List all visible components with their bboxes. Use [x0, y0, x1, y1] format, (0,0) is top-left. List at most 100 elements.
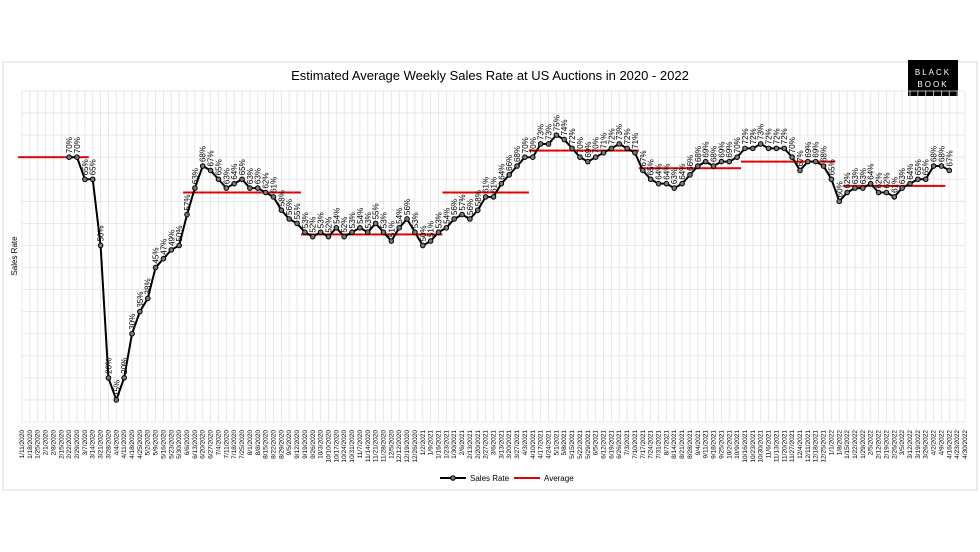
sales-rate-marker [129, 330, 135, 337]
sales-rate-marker [710, 163, 717, 169]
data-label: 54% [356, 208, 365, 224]
x-tick-label: 3/7/2020 [82, 430, 89, 456]
x-tick-label: 1/29/2022 [860, 430, 867, 459]
x-tick-label: 11/20/2021 [781, 430, 788, 462]
x-tick-label: 10/24/2020 [341, 430, 348, 463]
x-tick-label: 1/30/2021 [451, 430, 458, 459]
x-tick-label: 11/28/2020 [380, 430, 387, 462]
data-label: 75% [552, 115, 561, 131]
x-tick-label: 9/19/2020 [302, 430, 309, 459]
x-tick-label: 2/26/2022 [891, 430, 898, 459]
sales-rate-marker [592, 154, 599, 160]
x-tick-label: 4/23/2022 [954, 430, 961, 459]
x-tick-label: 4/17/2021 [538, 430, 545, 459]
data-label: 70% [65, 137, 74, 153]
x-tick-label: 3/28/2020 [105, 430, 112, 459]
x-tick-label: 1/1/2022 [828, 430, 835, 456]
sales-rate-marker [695, 163, 701, 169]
x-tick-label: 3/19/2022 [915, 430, 922, 459]
data-label: 53% [411, 212, 420, 228]
x-tick-label: 2/20/2021 [475, 430, 482, 459]
data-label: 64% [230, 164, 239, 180]
legend-marker [450, 475, 456, 481]
data-label: 70% [521, 137, 530, 153]
sales-rate-marker [490, 194, 497, 200]
sales-rate-marker [247, 185, 253, 191]
x-tick-label: 5/8/2021 [561, 430, 568, 456]
x-tick-label: 1/23/2021 [443, 430, 450, 459]
sales-rate-marker [105, 375, 112, 381]
data-label: 63% [254, 168, 263, 184]
sales-rate-marker [412, 229, 418, 236]
sales-rate-marker [742, 145, 748, 152]
x-tick-label: 1/22/2022 [852, 430, 859, 459]
data-label: 67% [639, 150, 648, 166]
data-label: 72% [607, 128, 616, 144]
x-tick-label: 8/22/2020 [270, 430, 277, 459]
x-tick-label: 9/12/2020 [294, 430, 301, 459]
x-tick-label: 4/10/2021 [530, 430, 537, 459]
x-tick-label: 3/27/2021 [514, 430, 521, 459]
x-tick-label: 3/20/2021 [506, 430, 513, 459]
data-label: 49% [167, 230, 176, 246]
x-tick-label: 4/16/2022 [946, 430, 953, 459]
x-tick-label: 11/14/2020 [365, 430, 372, 462]
x-tick-label: 1/8/2022 [836, 430, 843, 456]
data-label: 52% [309, 217, 318, 233]
data-label: 66% [505, 155, 514, 171]
x-tick-label: 10/23/2021 [750, 430, 757, 463]
data-label: 69% [804, 142, 813, 158]
data-label: 56% [466, 199, 475, 215]
x-tick-label: 4/30/2022 [962, 430, 969, 459]
x-tick-label: 3/13/2021 [498, 430, 505, 459]
x-tick-label: 1/25/2020 [35, 430, 42, 459]
sales-rate-marker [82, 176, 88, 183]
sales-rate-marker [451, 216, 458, 222]
x-tick-label: 8/1/2020 [247, 430, 254, 456]
x-tick-label: 5/2/2020 [145, 430, 152, 456]
x-tick-label: 10/31/2020 [349, 430, 356, 463]
data-label: 63% [246, 168, 255, 184]
sales-rate-marker [773, 145, 780, 152]
x-tick-label: 11/13/2021 [773, 430, 780, 462]
x-tick-label: 7/4/2020 [215, 430, 222, 456]
data-label: 62% [882, 172, 891, 188]
sales-rate-marker [506, 172, 513, 178]
sales-rate-marker [844, 189, 850, 196]
data-label: 54% [395, 208, 404, 224]
data-label: 73% [545, 124, 554, 140]
sales-rate-marker [640, 167, 646, 174]
data-label: 62% [843, 172, 852, 188]
y-axis-label: Sales Rate [10, 236, 19, 276]
x-tick-label: 2/15/2020 [58, 430, 65, 459]
data-label: 70% [576, 137, 585, 153]
data-label: 51% [387, 221, 396, 237]
data-label: 63% [222, 168, 231, 184]
data-label: 65% [914, 159, 923, 175]
x-tick-label: 8/14/2021 [671, 430, 678, 459]
sales-rate-marker [223, 185, 230, 191]
x-tick-label: 7/10/2021 [632, 430, 639, 459]
data-label: 69% [702, 142, 711, 158]
sales-rate-marker [514, 163, 520, 169]
sales-rate-marker [278, 207, 285, 213]
x-tick-label: 6/12/2021 [601, 430, 608, 459]
sales-rate-marker [529, 154, 536, 160]
sales-rate-marker [671, 185, 678, 191]
sales-rate-marker [294, 220, 300, 227]
data-label: 63% [898, 168, 907, 184]
x-tick-label: 7/3/2021 [624, 430, 631, 456]
sales-rate-marker [836, 198, 843, 205]
x-tick-label: 9/26/2020 [310, 430, 317, 459]
data-label: 58% [474, 190, 483, 206]
x-tick-label: 4/24/2021 [546, 430, 553, 459]
x-tick-label: 5/22/2021 [577, 430, 584, 459]
data-label: 72% [780, 128, 789, 144]
sales-rate-marker [443, 225, 450, 231]
x-tick-label: 8/28/2021 [687, 430, 694, 459]
data-label: 20% [120, 358, 129, 374]
sales-rate-marker [333, 225, 340, 231]
x-tick-label: 10/3/2020 [318, 430, 325, 459]
sales-rate-marker [498, 180, 505, 187]
